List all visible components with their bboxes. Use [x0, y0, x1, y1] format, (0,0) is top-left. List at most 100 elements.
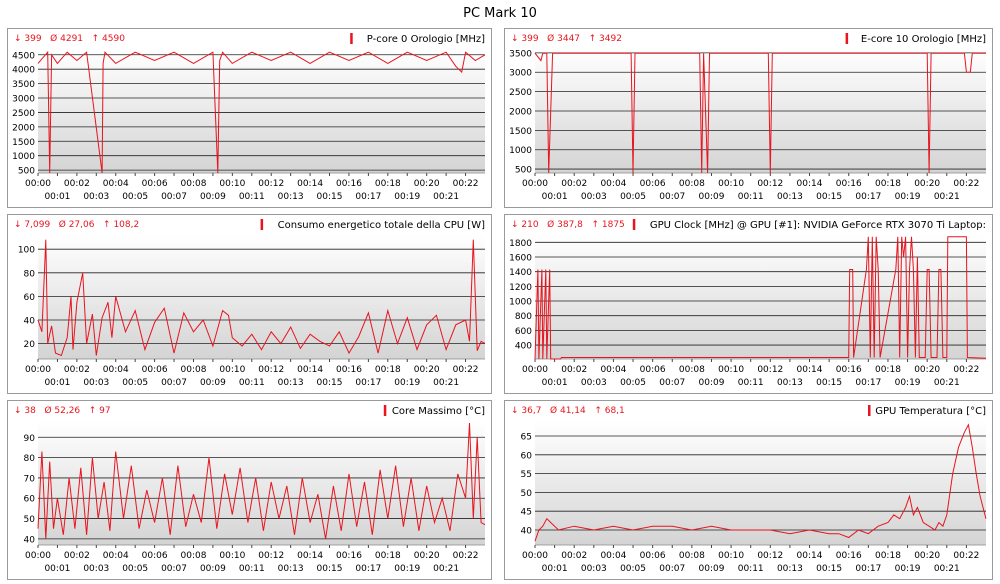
chart-svg: ↓ 399 Ø 4291 ↑ 4590 P-core 0 Orologio [MH… [12, 33, 486, 202]
chart-panel-core-max: ↓ 38 Ø 52,26 ↑ 97 Core Massimo [°C] 40 50 60… [7, 400, 492, 580]
series-line [37, 422, 486, 539]
y-tick-label: 80 [24, 269, 36, 279]
x-tick-label: 00:21 [433, 378, 459, 388]
x-tick-label: 00:12 [757, 365, 783, 375]
x-tick-label: 00:05 [620, 192, 646, 202]
stat-max: ↑ 3492 [580, 34, 622, 44]
y-tick-label: 1600 [509, 254, 532, 264]
y-tick-label: 1000 [509, 146, 532, 156]
x-tick-label: 00:02 [64, 365, 90, 375]
x-tick-label: 00:01 [542, 378, 568, 388]
x-tick-label: 00:05 [620, 564, 646, 574]
stat-max: ↑ 1875 [583, 220, 625, 230]
x-tick-label: 00:20 [914, 179, 940, 189]
x-tick-label: 00:18 [375, 179, 401, 189]
x-tick-label: 00:15 [317, 192, 343, 202]
x-tick-label: 00:09 [200, 192, 226, 202]
plot-area [38, 235, 485, 359]
x-tick-label: 00:05 [122, 378, 148, 388]
x-tick-label: 00:03 [581, 378, 607, 388]
y-tick-label: 3500 [509, 49, 532, 59]
title-marker [868, 405, 871, 416]
title-marker [350, 33, 353, 44]
x-tick-label: 00:13 [278, 378, 304, 388]
x-tick-label: 00:15 [317, 378, 343, 388]
x-tick-label: 00:00 [25, 365, 51, 375]
y-tick-label: 55 [521, 470, 532, 480]
y-tick-label: 500 [515, 166, 532, 176]
y-tick-label: 1500 [509, 127, 532, 137]
x-tick-label: 00:18 [375, 551, 401, 561]
x-tick-label: 00:06 [142, 551, 168, 561]
x-tick-label: 00:00 [25, 179, 51, 189]
x-tick-label: 00:03 [83, 564, 109, 574]
x-tick-label: 00:07 [659, 378, 685, 388]
stat-min: ↓ 399 [14, 34, 42, 44]
x-tick-label: 00:07 [161, 378, 187, 388]
x-tick-label: 00:06 [640, 551, 666, 561]
y-tick-label: 2500 [12, 109, 35, 119]
x-tick-label: 00:22 [453, 365, 479, 375]
y-tick-label: 3500 [12, 80, 35, 90]
y-tick-label: 1200 [509, 283, 532, 293]
x-tick-label: 00:18 [375, 365, 401, 375]
x-tick-label: 00:21 [433, 564, 459, 574]
x-tick-label: 00:11 [738, 378, 764, 388]
x-tick-label: 00:16 [836, 179, 862, 189]
y-tick-label: 40 [24, 535, 36, 545]
x-tick-label: 00:18 [875, 179, 901, 189]
x-tick-label: 00:06 [142, 179, 168, 189]
stat-min: ↓ 7,099 [14, 220, 50, 230]
x-tick-label: 00:22 [453, 179, 479, 189]
x-tick-label: 00:08 [679, 365, 705, 375]
y-tick-label: 45 [521, 508, 532, 518]
x-tick-label: 00:00 [522, 179, 548, 189]
x-tick-label: 00:10 [718, 365, 744, 375]
y-tick-label: 50 [521, 489, 533, 499]
chart-title: P-core 0 Orologio [MHz] [367, 34, 485, 45]
x-tick-label: 00:09 [200, 564, 226, 574]
title-marker [632, 219, 636, 230]
x-tick-label: 00:22 [453, 551, 479, 561]
x-tick-label: 00:05 [122, 564, 148, 574]
y-tick-label: 40 [24, 317, 36, 327]
x-tick-label: 00:14 [297, 365, 323, 375]
stat-max: ↑ 4590 [83, 34, 125, 44]
x-tick-label: 00:09 [699, 378, 725, 388]
x-tick-label: 00:19 [895, 378, 921, 388]
x-tick-label: 00:20 [414, 551, 440, 561]
x-tick-label: 00:09 [200, 378, 226, 388]
y-tick-label: 70 [24, 474, 36, 484]
x-tick-label: 00:16 [336, 179, 362, 189]
y-tick-label: 400 [515, 342, 532, 352]
stats-label: ↓ 399 Ø 4291 ↑ 4590 [14, 33, 125, 44]
x-tick-label: 00:21 [934, 564, 960, 574]
x-tick-label: 00:18 [875, 365, 901, 375]
x-tick-label: 00:14 [297, 179, 323, 189]
y-tick-label: 2000 [12, 123, 35, 133]
x-tick-label: 00:04 [600, 551, 626, 561]
y-tick-label: 4000 [12, 66, 35, 76]
x-tick-label: 00:00 [522, 365, 548, 375]
y-tick-label: 100 [18, 246, 35, 256]
x-tick-label: 00:00 [522, 551, 548, 561]
x-tick-label: 00:13 [777, 564, 803, 574]
x-tick-label: 00:20 [914, 551, 940, 561]
x-tick-label: 00:12 [258, 179, 284, 189]
y-tick-label: 60 [24, 293, 36, 303]
chart-svg: ↓ 399 Ø 3447 ↑ 3492 E-core 10 Orologio [M… [509, 33, 986, 202]
x-tick-label: 00:09 [699, 564, 725, 574]
chart-panel-gpu-clock: ↓ 210 Ø 387,8 ↑ 1875 GPU Clock [MHz] @ GP… [504, 214, 993, 394]
x-tick-label: 00:08 [679, 179, 705, 189]
x-tick-label: 00:15 [317, 564, 343, 574]
y-tick-label: 600 [515, 327, 532, 337]
chart-title: Consumo energetico totale della CPU [W] [278, 220, 485, 231]
x-tick-label: 00:15 [816, 192, 842, 202]
x-tick-label: 00:03 [83, 192, 109, 202]
plot-area [535, 421, 986, 545]
y-tick-label: 1800 [509, 239, 532, 249]
y-tick-label: 3000 [12, 95, 35, 105]
stat-avg: Ø 4291 [42, 33, 83, 44]
chart-svg: ↓ 36,7 Ø 41,14 ↑ 68,1 GPU Temperatura [°C… [511, 405, 987, 574]
chart-title: GPU Clock [MHz] @ GPU [#1]: NVIDIA GeFor… [650, 220, 986, 231]
